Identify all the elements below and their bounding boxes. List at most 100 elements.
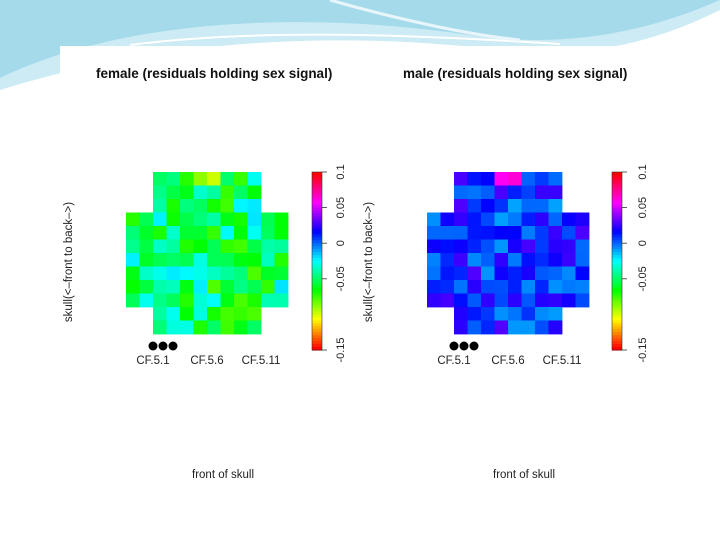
heatmap-cell (193, 185, 208, 200)
heatmap-cell (521, 253, 536, 267)
heatmap-cell (481, 212, 495, 227)
colorbar-segment (612, 252, 622, 256)
electrode-dot (449, 341, 459, 351)
heatmap-cell (166, 199, 181, 213)
heatmap-cell (247, 253, 262, 267)
colorbar-segment (612, 266, 622, 271)
heatmap-cell (548, 185, 563, 200)
heatmap-cell (207, 293, 221, 308)
heatmap-cell (521, 226, 536, 240)
heatmap-cell (467, 212, 482, 227)
heatmap-cell (166, 226, 181, 240)
colorbar-segment (612, 305, 622, 310)
colorbar-segment (312, 198, 322, 203)
colorbar-segment (312, 213, 322, 218)
colorbar-segment (612, 261, 622, 265)
colorbar-segment (612, 246, 622, 250)
colorbar-segment (612, 293, 622, 298)
heatmap-cell (467, 307, 482, 321)
colorbar-segment (612, 243, 622, 247)
colorbar-segment (612, 228, 622, 232)
heatmap-cell (440, 253, 455, 267)
colorbar-segment (612, 186, 622, 191)
colorbar-segment (312, 314, 322, 318)
colorbar-segment (612, 234, 622, 238)
heatmap-cell (220, 172, 235, 186)
colorbar-segment (612, 299, 622, 304)
colorbar-segment (312, 172, 322, 176)
heatmap-cell (261, 280, 275, 294)
colorbar-segment (612, 335, 622, 339)
heatmap-cell (481, 293, 495, 308)
heatmap-cell (535, 199, 549, 213)
heatmap-cell (467, 280, 482, 294)
colorbar-frame (311, 171, 323, 351)
colorbar-segment (612, 231, 622, 235)
heatmap-cell (207, 199, 221, 213)
y-axis-label: skull(<–front to back–>) (63, 202, 75, 322)
heatmap-cell (247, 266, 262, 281)
colorbar-segment (312, 326, 322, 330)
colorbar-segment (312, 225, 322, 229)
heatmap-cell (139, 280, 154, 294)
heatmap-cell (180, 320, 194, 335)
heatmap-cell (521, 293, 536, 308)
colorbar-segment (612, 341, 622, 345)
colorbar-segment (612, 192, 622, 197)
colorbar-segment (612, 326, 622, 330)
heatmap-cell (481, 307, 495, 321)
heatmap-cell (153, 307, 167, 321)
colorbar-segment (612, 198, 622, 203)
heatmap-cell (234, 253, 248, 267)
heatmap-cell (427, 293, 441, 308)
colorbar-segment (312, 222, 322, 226)
heatmap-cell (261, 239, 275, 254)
colorbar-segment (612, 290, 622, 295)
colorbar-segment (312, 317, 322, 321)
colorbar-segment (612, 284, 622, 289)
heatmap-cell (575, 253, 590, 267)
y-axis-label: skull(<–front to back–>) (363, 202, 375, 322)
colorbar-segment (312, 201, 322, 206)
heatmap-cell (535, 293, 549, 308)
heatmap-cell (440, 266, 455, 281)
heatmap-cell (180, 253, 194, 267)
heatmap-cell (535, 280, 549, 294)
colorbar-segment (612, 338, 622, 342)
heatmap-cell (126, 226, 140, 240)
colorbar-segment (312, 299, 322, 304)
heatmap-cell (234, 280, 248, 294)
heatmap-cell (193, 199, 208, 213)
heatmap-cell (153, 253, 167, 267)
heatmap-cell (548, 280, 563, 294)
colorbar-tick-label: 0.05 (335, 197, 347, 218)
heatmap-cell (508, 199, 522, 213)
heatmap-cell (261, 266, 275, 281)
heatmap-cell (234, 226, 248, 240)
heatmap-cell (575, 212, 590, 227)
heatmap-cell (427, 280, 441, 294)
heatmap-cell (220, 280, 235, 294)
heatmap-cell (139, 239, 154, 254)
heatmap-cell (274, 239, 289, 254)
heatmap-cell (427, 226, 441, 240)
heatmap-cell (166, 239, 181, 254)
heatmap-cell (220, 253, 235, 267)
heatmap-cell (234, 307, 248, 321)
colorbar-segment (312, 287, 322, 292)
heatmap-cell (467, 239, 482, 254)
heatmap-cell (274, 266, 289, 281)
heatmap-cell (454, 212, 468, 227)
heatmap-cell (508, 226, 522, 240)
colorbar-segment (312, 347, 322, 351)
colorbar-frame (611, 171, 623, 351)
colorbar-segment (312, 207, 322, 212)
colorbar-segment (612, 263, 622, 268)
colorbar-segment (312, 272, 322, 277)
heatmap-cell (166, 185, 181, 200)
heatmap-cell (521, 172, 536, 186)
heatmap-cell (126, 266, 140, 281)
colorbar-segment (312, 335, 322, 339)
heatmap-cell (440, 212, 455, 227)
heatmap-cell (494, 239, 509, 254)
